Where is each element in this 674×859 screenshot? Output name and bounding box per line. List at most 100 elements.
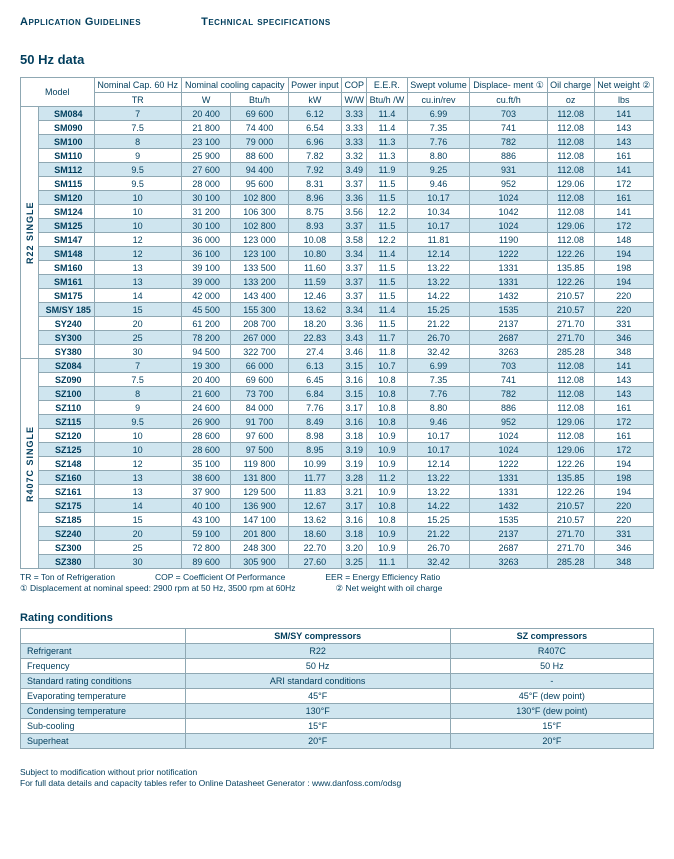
data-cell: 3.43 <box>342 331 367 345</box>
data-cell: 3.25 <box>342 555 367 569</box>
data-cell: 129.06 <box>547 219 594 233</box>
data-cell: 27.60 <box>288 555 342 569</box>
data-cell: 305 900 <box>231 555 288 569</box>
data-cell: 12.14 <box>407 247 470 261</box>
data-cell: 59 100 <box>181 527 231 541</box>
data-cell: 703 <box>470 359 547 373</box>
data-cell: 8.95 <box>288 443 342 457</box>
data-cell: 271.70 <box>547 541 594 555</box>
cond-rowlabel: Sub-cooling <box>21 719 186 734</box>
data-cell: 8.31 <box>288 177 342 191</box>
model-cell: SY300 <box>39 331 95 345</box>
header-left: Application Guidelines <box>20 16 141 28</box>
data-cell: 11.4 <box>367 247 407 261</box>
data-cell: 148 <box>594 233 653 247</box>
data-cell: 3.33 <box>342 121 367 135</box>
data-cell: 30 100 <box>181 219 231 233</box>
model-cell: SZ300 <box>39 541 95 555</box>
data-cell: 21.22 <box>407 527 470 541</box>
data-cell: 39 000 <box>181 275 231 289</box>
data-cell: 9.5 <box>94 415 181 429</box>
data-cell: 3.37 <box>342 289 367 303</box>
data-cell: 143 <box>594 121 653 135</box>
data-cell: 10 <box>94 443 181 457</box>
table-head: Model Nominal Cap. 60 Hz Nominal cooling… <box>21 78 654 107</box>
model-cell: SZ240 <box>39 527 95 541</box>
data-cell: 12 <box>94 233 181 247</box>
data-cell: 141 <box>594 163 653 177</box>
cond-cell: 15°F <box>450 719 653 734</box>
model-cell: SZ120 <box>39 429 95 443</box>
data-cell: 7.35 <box>407 121 470 135</box>
data-cell: 7.92 <box>288 163 342 177</box>
unit-btuhw: Btu/h /W <box>367 93 407 107</box>
data-cell: 112.08 <box>547 191 594 205</box>
data-cell: 210.57 <box>547 513 594 527</box>
data-cell: 10.80 <box>288 247 342 261</box>
data-cell: 25 <box>94 541 181 555</box>
data-cell: 11.81 <box>407 233 470 247</box>
data-cell: 9.25 <box>407 163 470 177</box>
data-cell: 143 <box>594 373 653 387</box>
data-cell: 10.08 <box>288 233 342 247</box>
data-cell: 1024 <box>470 219 547 233</box>
data-cell: 3.28 <box>342 471 367 485</box>
unit-oz: oz <box>547 93 594 107</box>
data-cell: 8 <box>94 135 181 149</box>
data-cell: 95 600 <box>231 177 288 191</box>
data-cell: 13 <box>94 261 181 275</box>
data-cell: 3.37 <box>342 275 367 289</box>
col-nomcap: Nominal Cap. 60 Hz <box>94 78 181 93</box>
data-cell: 161 <box>594 429 653 443</box>
data-cell: 198 <box>594 471 653 485</box>
data-cell: 129 500 <box>231 485 288 499</box>
data-cell: 122.26 <box>547 275 594 289</box>
data-cell: 23 100 <box>181 135 231 149</box>
data-cell: 6.84 <box>288 387 342 401</box>
data-cell: 28 600 <box>181 429 231 443</box>
data-cell: 6.96 <box>288 135 342 149</box>
data-cell: 11.77 <box>288 471 342 485</box>
model-cell: SZ100 <box>39 387 95 401</box>
cond-rowlabel: Standard rating conditions <box>21 674 186 689</box>
data-cell: 194 <box>594 485 653 499</box>
data-cell: 26.70 <box>407 541 470 555</box>
data-cell: 143 400 <box>231 289 288 303</box>
model-cell: SM120 <box>39 191 95 205</box>
data-cell: 6.45 <box>288 373 342 387</box>
data-cell: 21 600 <box>181 387 231 401</box>
rating-conditions-title: Rating conditions <box>20 612 654 624</box>
data-cell: 143 <box>594 135 653 149</box>
data-cell: 9.46 <box>407 415 470 429</box>
data-cell: 94 400 <box>231 163 288 177</box>
data-cell: 10.17 <box>407 191 470 205</box>
data-cell: 26 900 <box>181 415 231 429</box>
col-net: Net weight ② <box>594 78 653 93</box>
model-cell: SM115 <box>39 177 95 191</box>
data-cell: 37 900 <box>181 485 231 499</box>
data-cell: 8.96 <box>288 191 342 205</box>
data-cell: 3.15 <box>342 359 367 373</box>
data-cell: 3.56 <box>342 205 367 219</box>
data-cell: 10.9 <box>367 485 407 499</box>
data-cell: 1432 <box>470 499 547 513</box>
data-cell: 11.5 <box>367 261 407 275</box>
data-cell: 13.22 <box>407 261 470 275</box>
data-cell: 6.99 <box>407 359 470 373</box>
data-cell: 8.49 <box>288 415 342 429</box>
data-cell: 10.34 <box>407 205 470 219</box>
data-cell: 3263 <box>470 555 547 569</box>
data-cell: 11.4 <box>367 303 407 317</box>
model-cell: SM148 <box>39 247 95 261</box>
data-cell: 112.08 <box>547 149 594 163</box>
footnote-tr: TR = Ton of Refrigeration <box>20 572 115 583</box>
data-cell: 285.28 <box>547 555 594 569</box>
data-cell: 285.28 <box>547 345 594 359</box>
data-cell: 13.22 <box>407 471 470 485</box>
data-cell: 10.9 <box>367 429 407 443</box>
data-cell: 3.34 <box>342 303 367 317</box>
data-cell: 161 <box>594 149 653 163</box>
model-cell: SZ148 <box>39 457 95 471</box>
rating-conditions-table: SM/SY compressors SZ compressors Refrige… <box>20 628 654 749</box>
data-cell: 21 800 <box>181 121 231 135</box>
